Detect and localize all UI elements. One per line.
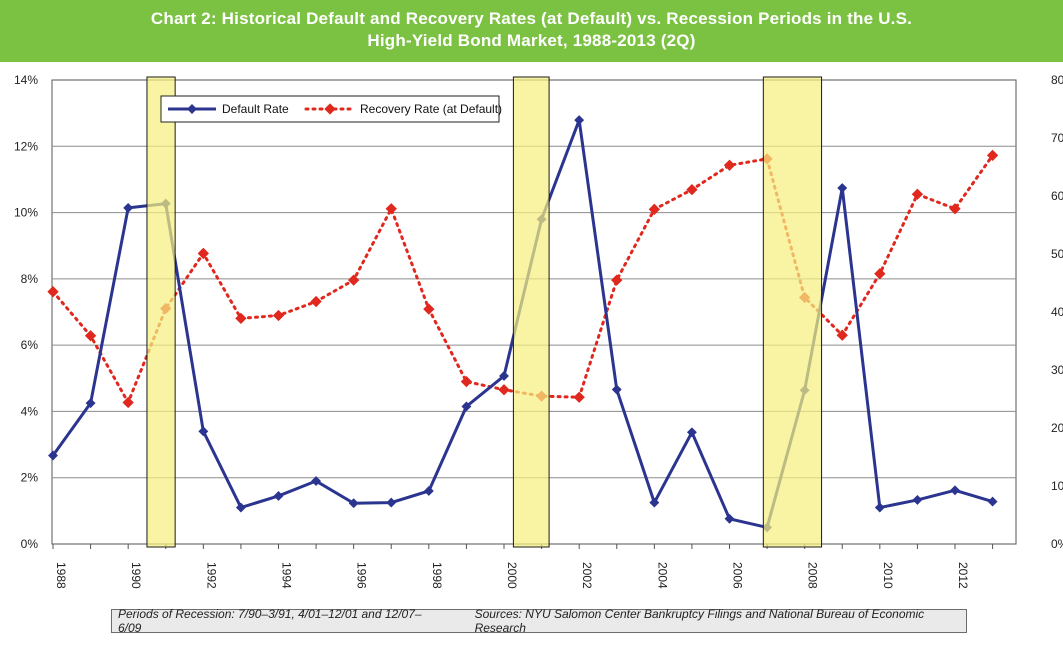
default-rate-point [273, 490, 284, 501]
y-left-tick-label: 0% [21, 537, 39, 551]
default-rate-point [724, 513, 735, 524]
x-tick-label: 1996 [355, 562, 369, 589]
y-right-tick-label: 80% [1051, 73, 1063, 87]
recovery-rate-point [911, 188, 924, 200]
recovery-rate-point [573, 391, 585, 403]
x-tick-label: 1998 [430, 562, 444, 589]
legend-marker-default-rate [187, 104, 197, 114]
y-right-tick-label: 70% [1051, 131, 1063, 145]
x-tick-label: 2008 [806, 562, 820, 589]
y-left-tick-label: 4% [21, 404, 39, 418]
x-tick-label: 2002 [580, 562, 594, 589]
recovery-rate-point [423, 303, 435, 315]
default-rate-point [235, 502, 246, 513]
recovery-rate-point [874, 268, 886, 280]
x-tick-label: 2004 [655, 562, 669, 589]
x-tick-label: 1992 [204, 562, 218, 589]
y-left-tick-label: 2% [21, 471, 39, 485]
recovery-rate-point [460, 375, 473, 388]
recovery-rate-point [836, 329, 848, 341]
recovery-rate-point [949, 203, 961, 215]
x-tick-label: 1994 [280, 562, 294, 589]
recovery-rate-point [498, 384, 510, 396]
y-right-tick-label: 50% [1051, 247, 1063, 261]
default-rate-point [837, 183, 848, 193]
recovery-rate-point [235, 312, 247, 325]
default-rate-point [987, 496, 998, 507]
recovery-rate-point [986, 149, 999, 162]
recession-band [512, 76, 550, 548]
recovery-rate-point [197, 247, 209, 260]
recovery-rate-point [648, 203, 660, 215]
default-rate-point [198, 426, 209, 437]
recovery-rate-point [723, 159, 736, 171]
default-rate-point [461, 401, 472, 412]
y-right-tick-label: 60% [1051, 189, 1063, 203]
chart-title-line-2: High-Yield Bond Market, 1988-2013 (2Q) [367, 31, 696, 50]
recovery-rate-point [122, 396, 134, 409]
y-left-tick-label: 8% [21, 272, 39, 286]
line-chart: 0% 2% 4% 6% 8% 10% 12% 14% 0% 10% 20% 30% 40% 50% 60% 7… [14, 73, 1063, 589]
default-rate-point [611, 384, 622, 395]
x-tick-label: 1988 [54, 562, 68, 589]
recession-band [146, 76, 176, 548]
x-tick-label: 2012 [956, 562, 970, 589]
y-left-tick-label: 10% [14, 206, 38, 220]
recovery-rate-point [611, 274, 623, 286]
legend-label-default-rate: Default Rate [222, 102, 289, 116]
x-tick-label: 2000 [505, 562, 519, 589]
recovery-rate-point [348, 274, 360, 286]
y-right-tick-label: 30% [1051, 363, 1063, 377]
y-right-tick-label: 10% [1051, 479, 1063, 493]
recovery-rate-point [272, 309, 285, 322]
y-left-tick-label: 14% [14, 73, 38, 87]
y-left-tick-label: 12% [14, 139, 38, 153]
y-left-tick-label: 6% [21, 338, 39, 352]
default-rate-point [311, 476, 322, 486]
recession-band [762, 76, 823, 548]
recovery-rate-point [47, 286, 59, 298]
y-right-tick-label: 40% [1051, 305, 1063, 319]
legend: Default Rate Recovery Rate (at Default) [160, 95, 502, 123]
legend-label-recovery-rate: Recovery Rate (at Default) [360, 102, 502, 116]
x-tick-label: 2010 [881, 562, 895, 589]
sources-note: Sources: NYU Salomon Center Bankruptcy F… [474, 607, 925, 635]
default-rate-point [874, 502, 885, 513]
x-tick-label: 2006 [731, 562, 745, 589]
default-rate-point [574, 115, 585, 126]
chart-title-line-1: Chart 2: Historical Default and Recovery… [150, 9, 913, 28]
default-rate-point [499, 371, 509, 381]
default-rate-point [348, 498, 359, 509]
recovery-rate-point [686, 183, 698, 196]
recession-periods-note: Periods of Recession: 7/90–3/91, 4/01–12… [118, 607, 422, 635]
default-rate-point [386, 497, 397, 508]
y-right-tick-label: 0% [1051, 537, 1063, 551]
default-rate-point [686, 427, 697, 438]
chart-footer: Periods of Recession: 7/90–3/91, 4/01–12… [111, 607, 967, 635]
y-right-tick-label: 20% [1051, 421, 1063, 435]
recovery-rate-point [385, 203, 397, 215]
default-rate-point [950, 485, 960, 496]
default-rate-point [649, 497, 660, 508]
default-rate-point [912, 494, 923, 505]
chart-title-bar: Chart 2: Historical Default and Recovery… [0, 0, 1063, 62]
default-rate-point [423, 486, 434, 496]
recovery-rate-point [310, 295, 322, 308]
x-tick-label: 1990 [129, 562, 143, 589]
